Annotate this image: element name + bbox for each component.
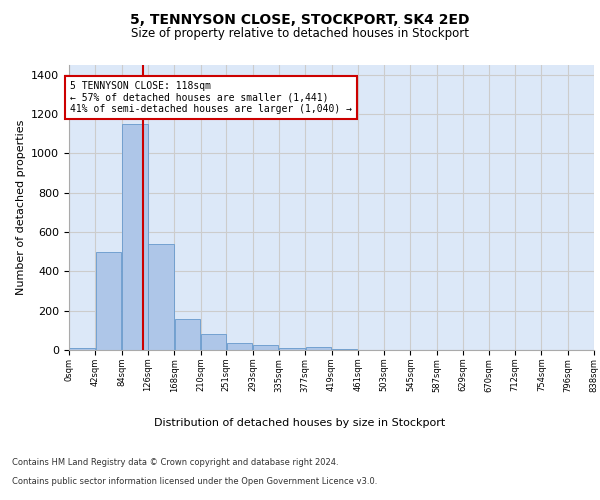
Bar [175,318,200,350]
Bar [96,252,121,350]
Bar [201,334,226,350]
Text: Contains HM Land Registry data © Crown copyright and database right 2024.: Contains HM Land Registry data © Crown c… [12,458,338,467]
Bar [122,124,148,350]
Text: Size of property relative to detached houses in Stockport: Size of property relative to detached ho… [131,28,469,40]
Bar [305,347,331,350]
Bar [148,244,174,350]
Text: 5 TENNYSON CLOSE: 118sqm
← 57% of detached houses are smaller (1,441)
41% of sem: 5 TENNYSON CLOSE: 118sqm ← 57% of detach… [70,80,352,114]
Text: Distribution of detached houses by size in Stockport: Distribution of detached houses by size … [154,418,446,428]
Bar [279,348,305,350]
Bar [253,345,278,350]
Text: Contains public sector information licensed under the Open Government Licence v3: Contains public sector information licen… [12,476,377,486]
Bar [332,349,358,350]
Bar [227,343,252,350]
Text: 5, TENNYSON CLOSE, STOCKPORT, SK4 2ED: 5, TENNYSON CLOSE, STOCKPORT, SK4 2ED [130,12,470,26]
Y-axis label: Number of detached properties: Number of detached properties [16,120,26,295]
Bar [70,348,95,350]
